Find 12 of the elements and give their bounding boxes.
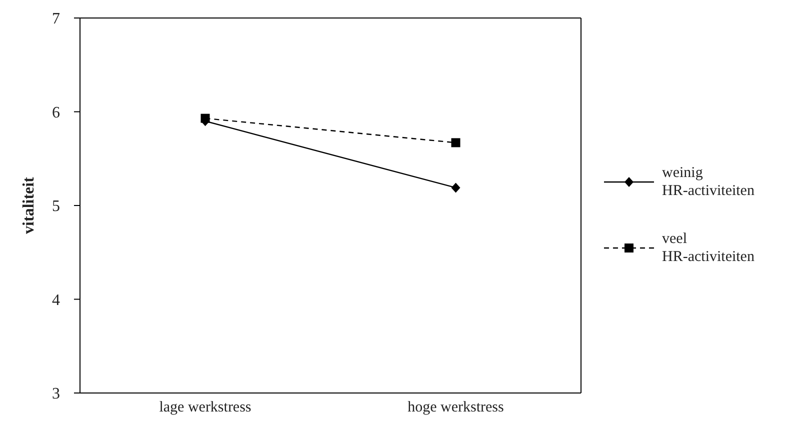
x-tick-label: hoge werkstress	[408, 400, 504, 416]
y-axis-title: vitaliteit	[20, 176, 38, 234]
y-tick-label: 4	[52, 292, 60, 309]
point	[451, 138, 460, 148]
y-tick-label: 3	[52, 386, 60, 403]
point	[451, 182, 460, 193]
y-tick-label: 6	[52, 104, 60, 122]
y-tick-label: 7	[52, 10, 60, 28]
x-tick-label: lage werkstress	[159, 400, 252, 416]
legend-label: weinig HR-activiteiten	[662, 164, 754, 198]
legend-label: veel HR-activiteiten	[662, 230, 754, 264]
y-tick-label: 5	[52, 198, 60, 216]
